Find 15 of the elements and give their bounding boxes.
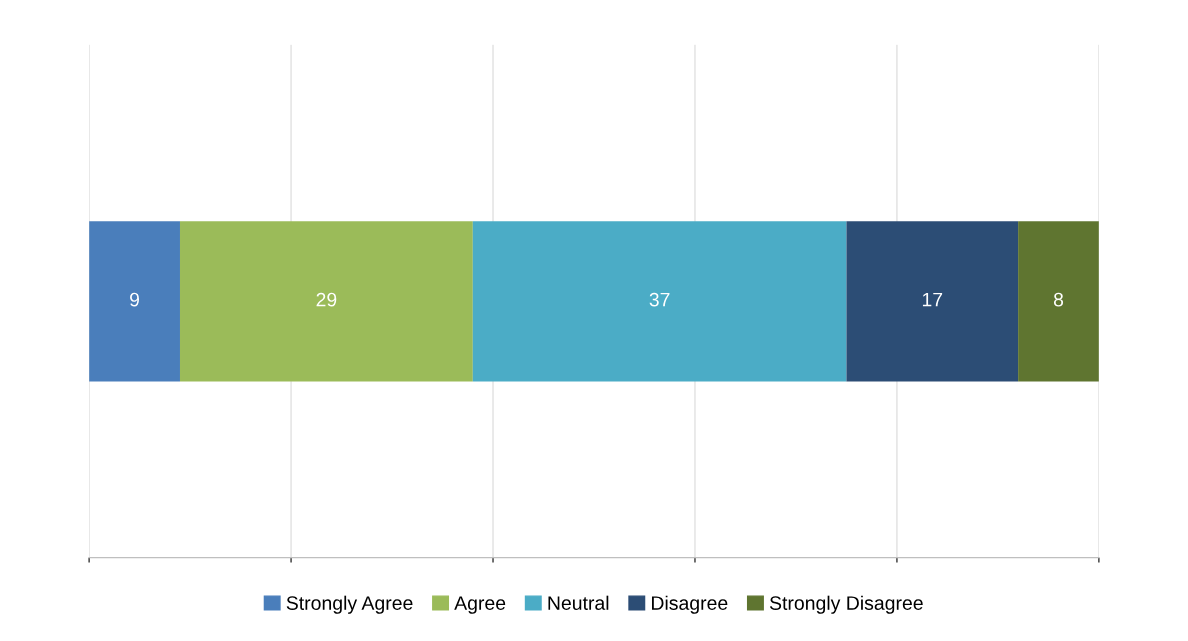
bar [179,221,473,382]
data-label: 37 [649,292,670,307]
data-label: 29 [316,292,337,307]
bar [1018,221,1099,382]
data-label: 17 [922,292,943,307]
data-label: 9 [130,292,140,307]
bar [472,221,847,382]
bar [89,221,180,382]
legend-label: Neutral [548,595,609,610]
bar [846,221,1019,382]
legend-label: Agree [454,596,506,614]
legend-label: Disagree [652,595,728,614]
legend-label: Strongly Agree [286,595,413,614]
data-label: 8 [1053,292,1064,307]
legend-label: Strongly Disagree [769,595,923,614]
